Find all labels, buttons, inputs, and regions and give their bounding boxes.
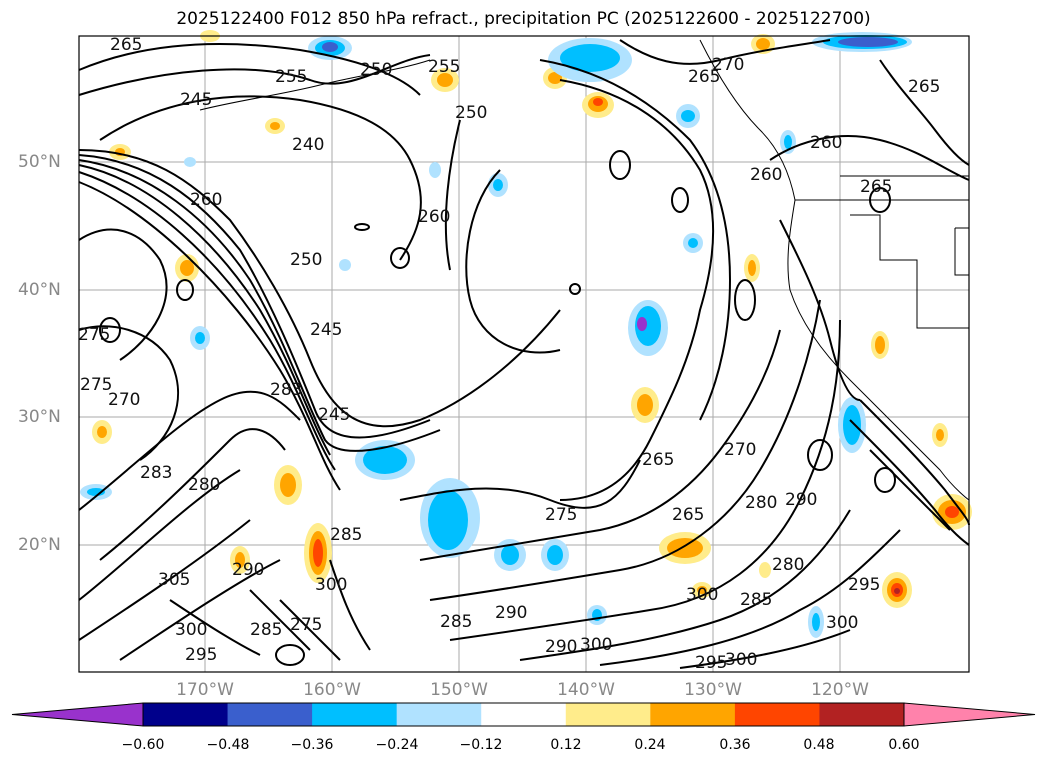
contour-label: 295 (848, 575, 880, 595)
lon-label-160w: 160°W (303, 680, 361, 700)
colorbar-extend-max (904, 703, 1035, 726)
contour-label-layer: 265 255 250 245 240 255 250 270 260 250 … (78, 35, 940, 673)
contour-label: 250 (290, 250, 322, 270)
contour-label: 275 (78, 325, 110, 345)
colorbar-cell (650, 703, 736, 726)
contour-label: 275 (290, 615, 322, 635)
contour-label: 300 (686, 585, 718, 605)
colorbar-cell (565, 703, 651, 726)
contour-rings (99, 150, 896, 666)
contour-label: 265 (688, 67, 720, 87)
contour-label: 280 (745, 493, 777, 513)
contour-label: 265 (642, 450, 674, 470)
contour-label: 295 (695, 653, 727, 673)
contour-label: 270 (712, 55, 744, 75)
contour-label: 280 (772, 555, 804, 575)
lat-label-40n: 40°N (18, 280, 61, 300)
contour-label: 300 (315, 575, 347, 595)
map-title: 2025122400 F012 850 hPa refract., precip… (176, 9, 871, 29)
contour-label: 250 (455, 103, 487, 123)
colorbar-tick: −0.36 (290, 737, 334, 753)
contour-label: 300 (175, 620, 207, 640)
colorbar-cell (481, 703, 567, 726)
precip-negative (80, 32, 912, 638)
colorbar-tick: 0.36 (719, 737, 751, 753)
contour-label: 285 (330, 525, 362, 545)
contour-label: 290 (232, 560, 264, 580)
contour-label: 275 (80, 375, 112, 395)
contour-label: 260 (750, 165, 782, 185)
lat-label-20n: 20°N (18, 535, 61, 555)
lon-label-150w: 150°W (430, 680, 488, 700)
contour-label: 300 (725, 650, 757, 670)
contour-label: 300 (580, 635, 612, 655)
contour-label: 295 (185, 645, 217, 665)
coastlines (199, 39, 970, 501)
colorbar-tick: 0.60 (888, 737, 920, 753)
contour-label: 285 (440, 612, 472, 632)
contour-label: 305 (158, 570, 190, 590)
contour-label: 285 (250, 620, 282, 640)
lon-label-170w: 170°W (176, 680, 234, 700)
precip-positive (92, 30, 972, 608)
colorbar-tick: 0.12 (550, 737, 582, 753)
contour-label: 265 (860, 177, 892, 197)
contour-label: 265 (110, 35, 142, 55)
colorbar-tick: −0.12 (459, 737, 503, 753)
colorbar-cell (396, 703, 482, 726)
contour-label: 260 (190, 190, 222, 210)
colorbar-tick: −0.60 (121, 737, 165, 753)
contour-label: 290 (785, 490, 817, 510)
colorbar-tick: 0.24 (634, 737, 666, 753)
lat-label-50n: 50°N (18, 152, 61, 172)
contour-label: 283 (140, 463, 172, 483)
contour-label: 240 (292, 135, 324, 155)
graticule (79, 36, 969, 672)
contour-label: 290 (545, 637, 577, 657)
colorbar-cells (12, 703, 1035, 726)
contour-label: 280 (188, 475, 220, 495)
colorbar-cell (819, 703, 905, 726)
colorbar-cell (143, 703, 229, 726)
colorbar-extend-min (12, 703, 143, 726)
lon-label-140w: 140°W (557, 680, 615, 700)
contour-label: 255 (275, 67, 307, 87)
colorbar-cell (734, 703, 820, 726)
colorbar-tick: −0.48 (206, 737, 250, 753)
contour-label: 260 (810, 133, 842, 153)
contour-label: 283 (270, 380, 302, 400)
contour-label: 275 (545, 505, 577, 525)
contour-label: 255 (428, 57, 460, 77)
contour-label: 260 (418, 207, 450, 227)
lat-label-30n: 30°N (18, 407, 61, 427)
contour-label: 270 (724, 440, 756, 460)
contour-label: 285 (740, 590, 772, 610)
precip-shading (80, 30, 972, 638)
contour-label: 245 (310, 320, 342, 340)
colorbar-tick: −0.24 (375, 737, 419, 753)
contour-label: 245 (318, 405, 350, 425)
contour-label: 300 (826, 613, 858, 633)
colorbar-cell (312, 703, 398, 726)
contour-label: 245 (180, 90, 212, 110)
map-frame (78, 35, 970, 673)
lon-label-120w: 120°W (811, 680, 869, 700)
contour-label: 250 (360, 60, 392, 80)
contour-label: 265 (908, 77, 940, 97)
contour-label: 265 (672, 505, 704, 525)
contour-label: 270 (108, 390, 140, 410)
lon-label-130w: 130°W (684, 680, 742, 700)
colorbar (11, 702, 1036, 727)
refractivity-contours (78, 39, 970, 669)
colorbar-cell (227, 703, 313, 726)
colorbar-tick: 0.48 (803, 737, 835, 753)
contour-label: 290 (495, 603, 527, 623)
